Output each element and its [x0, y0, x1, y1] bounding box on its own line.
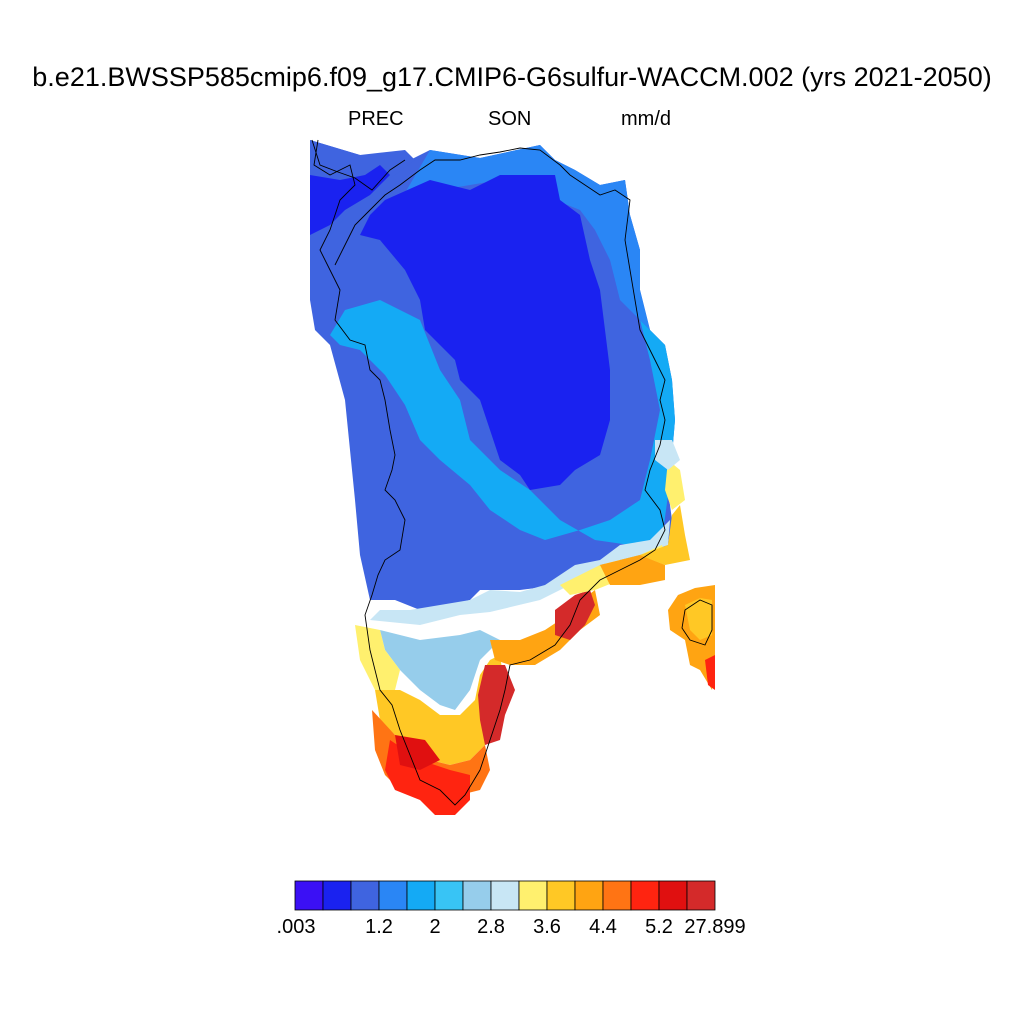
field-yellow-south [355, 625, 400, 690]
colorbar-tick-label: 4.4 [589, 916, 617, 938]
field-lightblue-eastcoast [655, 440, 680, 470]
colorbar-swatch [658, 880, 688, 911]
colorbar-swatch [490, 880, 520, 911]
field-light-south [370, 520, 670, 625]
colorbar-tick-label: 5.2 [645, 916, 673, 938]
colorbar-swatch [630, 880, 660, 911]
colorbar-swatch [294, 880, 324, 911]
colorbar-swatch [462, 880, 492, 911]
colorbar-swatch [546, 880, 576, 911]
field-blue-mid [395, 145, 650, 330]
colorbar-swatch [686, 880, 716, 911]
colorbar-swatch [406, 880, 436, 911]
colorbar-swatch [378, 880, 408, 911]
field-northwest-deep [310, 165, 390, 235]
field-lightblue-south [380, 630, 500, 710]
field-gold-east [640, 505, 690, 565]
colorbar-swatch [322, 880, 352, 911]
field-cyan-band [330, 300, 675, 545]
colorbar-swatch [434, 880, 464, 911]
colorbar-tick-label: 1.2 [365, 916, 393, 938]
colorbar-swatch [574, 880, 604, 911]
colorbar-tick-label: 3.6 [533, 916, 561, 938]
field-darkred-south [395, 735, 440, 770]
field-red-east2 [478, 665, 515, 745]
variable-label: PREC [348, 108, 404, 130]
colorbar-swatch [350, 880, 380, 911]
iceland-coastline [681, 599, 713, 646]
colorbar-tick-label: 27.899 [684, 916, 746, 938]
field-northwest-blue [310, 140, 415, 260]
colorbar-swatch [602, 880, 632, 911]
precip-field [310, 140, 715, 815]
colorbar-tick-label: 2 [429, 916, 441, 938]
ellesmere-coastline [311, 139, 406, 191]
field-iceland-red [705, 655, 715, 690]
coastline [311, 139, 713, 806]
greenland-coastline [313, 139, 666, 806]
field-darkest-blue-core [360, 175, 610, 490]
field-orange-eastcoast [600, 555, 665, 585]
colorbar-tick-label: .003 [276, 916, 316, 938]
colorbar-tick-label: 2.8 [477, 916, 505, 938]
field-yellow-eastcoast [665, 460, 685, 510]
colorbar-swatch [518, 880, 548, 911]
units-label: mm/d [621, 108, 671, 130]
field-iceland-gold [685, 598, 712, 640]
field-red-east [555, 590, 595, 640]
colorbar [294, 880, 716, 911]
season-label: SON [488, 108, 532, 130]
map-title: b.e21.BWSSP585cmip6.f09_g17.CMIP6-G6sulf… [32, 62, 992, 92]
